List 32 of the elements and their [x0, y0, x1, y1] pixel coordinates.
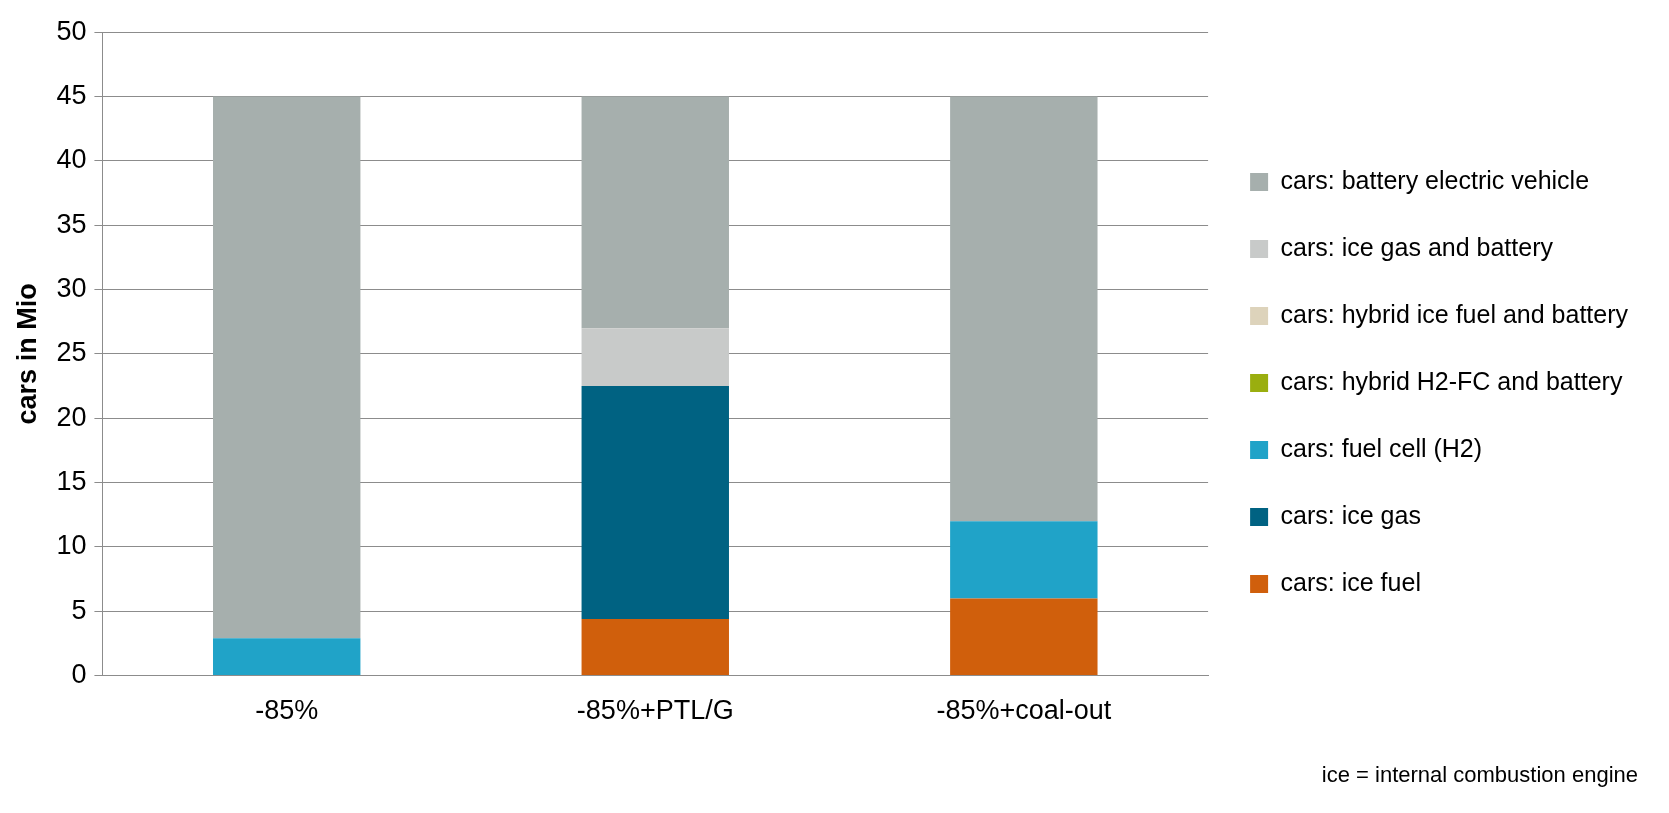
legend-label: cars: fuel cell (H2)	[1280, 433, 1483, 462]
y-tick-label: 0	[71, 659, 87, 690]
y-tick-label: 25	[56, 337, 87, 368]
bar	[581, 96, 729, 329]
y-tick-label: 15	[56, 466, 87, 497]
y-tick-label: 10	[56, 530, 87, 561]
bar	[950, 521, 1098, 599]
y-tick-label: 30	[56, 273, 87, 304]
y-tick-label: 5	[71, 594, 87, 625]
text: ice = internal combustion engine	[1321, 762, 1638, 788]
bar	[950, 96, 1098, 522]
y-tick-label: 40	[56, 144, 87, 175]
legend-label: cars: ice gas and battery	[1280, 232, 1554, 261]
x-tick-label: -85%+PTL/G	[576, 695, 734, 726]
x-tick-label: -85%+coal-out	[936, 695, 1112, 726]
y-axis-title: cars in Mio	[11, 283, 42, 425]
bar	[950, 598, 1098, 676]
legend-label: cars: hybrid H2-FC and battery	[1280, 366, 1623, 395]
bar	[581, 618, 729, 676]
bar	[213, 96, 361, 639]
legend-label: cars: battery electric vehicle	[1280, 165, 1590, 194]
y-tick-label: 50	[56, 15, 87, 46]
bar	[581, 386, 729, 619]
y-tick-label: 35	[56, 208, 87, 239]
legend-label: cars: ice fuel	[1280, 567, 1421, 596]
x-tick-label: -85%	[255, 695, 319, 726]
bar	[213, 638, 361, 676]
y-tick-label: 20	[56, 401, 87, 432]
legend-label: cars: ice gas	[1280, 500, 1421, 529]
legend-label: cars: hybrid ice fuel and battery	[1280, 299, 1629, 328]
bar	[581, 328, 729, 387]
y-tick-label: 45	[56, 79, 87, 110]
